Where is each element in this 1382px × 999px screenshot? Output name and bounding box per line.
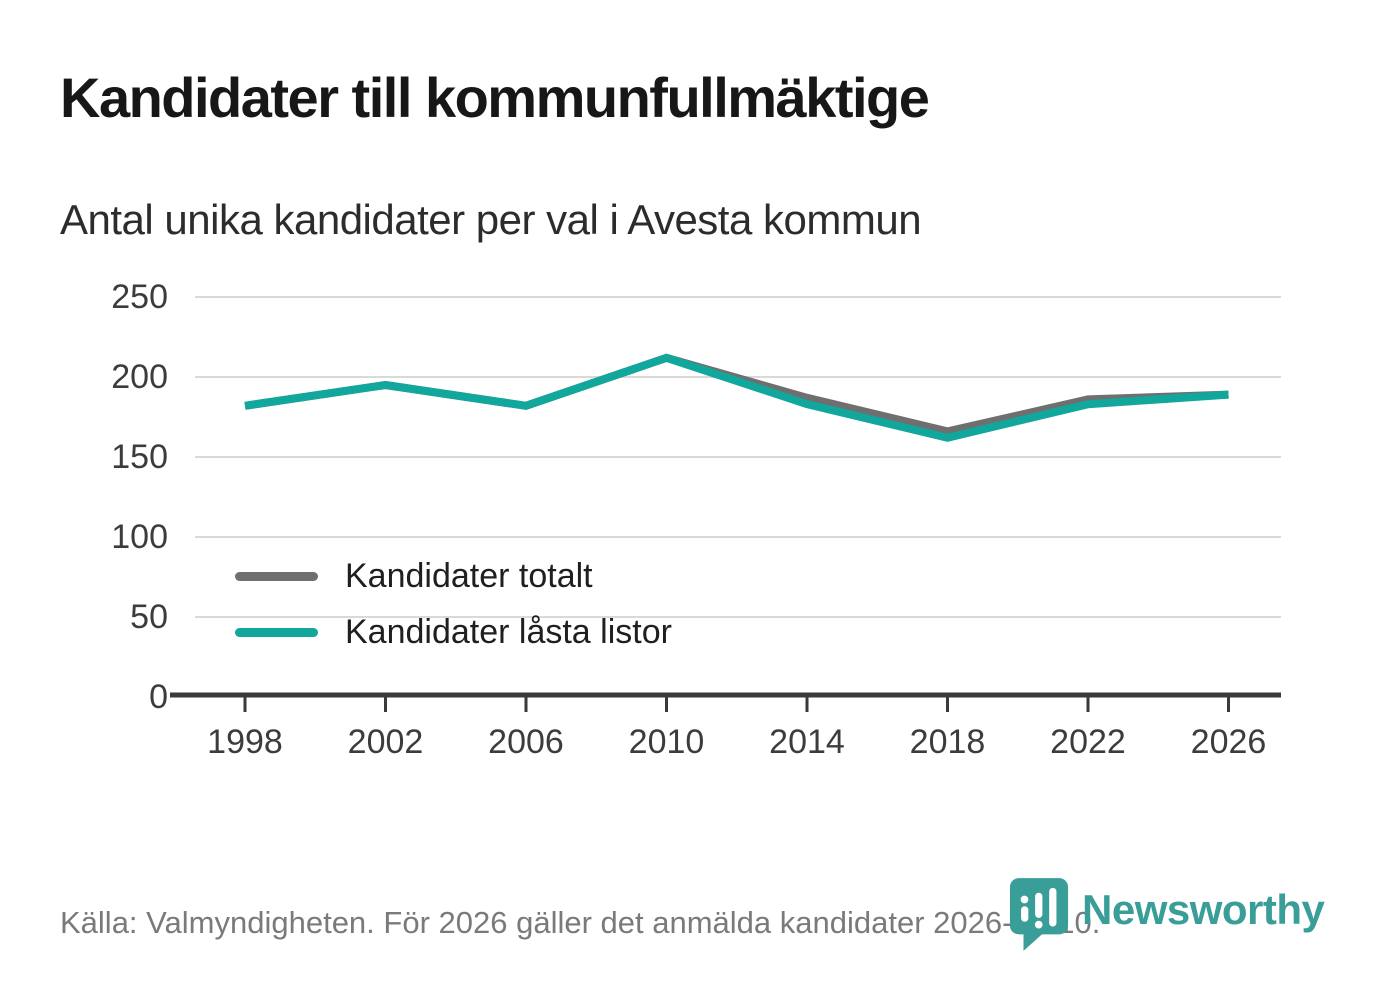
series-line-1 bbox=[244, 353, 1229, 442]
svg-text:150: 150 bbox=[111, 438, 168, 476]
newsworthy-wordmark: Newsworthy bbox=[1082, 886, 1325, 933]
svg-text:2026: 2026 bbox=[1191, 723, 1267, 761]
svg-text:2018: 2018 bbox=[910, 723, 986, 761]
legend-label: Kandidater låsta listor bbox=[345, 613, 672, 651]
svg-text:0: 0 bbox=[149, 678, 168, 716]
legend-item: Kandidater låsta listor bbox=[235, 604, 672, 660]
legend-swatch bbox=[235, 571, 318, 581]
svg-text:200: 200 bbox=[111, 358, 168, 396]
svg-text:250: 250 bbox=[111, 278, 168, 316]
x-axis-labels: 1998 2002 2006 2010 2014 2018 2022 2026 bbox=[207, 723, 1266, 761]
newsworthy-logo: Newsworthy bbox=[1008, 877, 1325, 951]
svg-text:2002: 2002 bbox=[348, 723, 424, 761]
legend-swatch bbox=[235, 627, 318, 637]
y-axis-labels: 0 50 100 150 200 250 bbox=[111, 278, 168, 716]
svg-text:2022: 2022 bbox=[1050, 723, 1126, 761]
source-note: Källa: Valmyndigheten. För 2026 gäller d… bbox=[60, 905, 1101, 940]
chart-legend: Kandidater totalt Kandidater låsta listor bbox=[235, 548, 672, 660]
svg-text:1998: 1998 bbox=[207, 723, 283, 761]
legend-item: Kandidater totalt bbox=[235, 548, 672, 604]
svg-text:100: 100 bbox=[111, 518, 168, 556]
svg-text:50: 50 bbox=[130, 598, 168, 636]
y-gridlines bbox=[195, 296, 1281, 618]
chart-subtitle: Antal unika kandidater per val i Avesta … bbox=[60, 196, 922, 243]
newsworthy-pin-icon bbox=[1009, 878, 1069, 951]
series-line-0 bbox=[244, 353, 1229, 436]
svg-text:2006: 2006 bbox=[488, 723, 564, 761]
svg-text:2014: 2014 bbox=[769, 723, 845, 761]
page-title: Kandidater till kommunfullmäktige bbox=[60, 66, 930, 129]
x-axis-ticks bbox=[243, 697, 1230, 712]
legend-label: Kandidater totalt bbox=[345, 557, 593, 595]
svg-text:2010: 2010 bbox=[629, 723, 705, 761]
